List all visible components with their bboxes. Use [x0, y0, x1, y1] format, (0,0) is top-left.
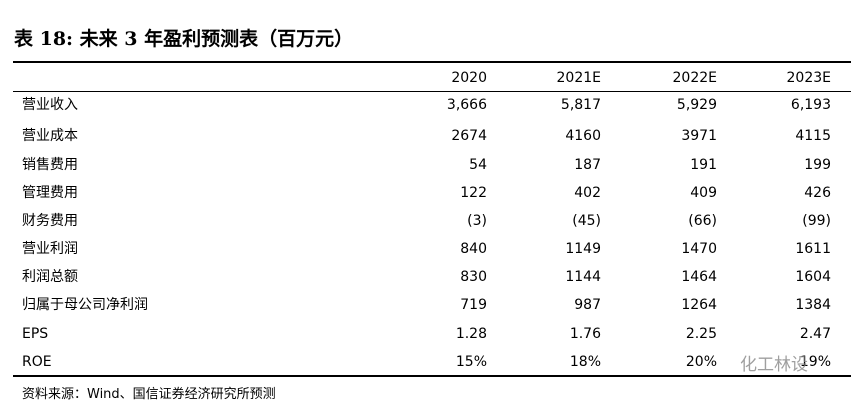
cell-value: 840 — [460, 241, 487, 257]
cell-value: 1384 — [795, 297, 831, 313]
cell-value: (99) — [802, 213, 831, 229]
cell-value: (3) — [467, 213, 487, 229]
cell-value: 2.25 — [685, 326, 717, 342]
cell-value: 191 — [690, 157, 717, 173]
cell-value: 426 — [804, 185, 831, 201]
row-label: 管理费用 — [22, 185, 78, 201]
cell-value: 122 — [460, 185, 487, 201]
cell-value: 5,817 — [560, 97, 601, 113]
cell-value: 830 — [460, 269, 487, 285]
cell-value: (45) — [572, 213, 601, 229]
cell-value: 402 — [574, 185, 601, 201]
column-header: 2022E — [672, 70, 717, 86]
column-header: 2021E — [556, 70, 601, 86]
row-label: ROE — [22, 354, 52, 370]
cell-value: 18% — [569, 354, 601, 370]
cell-value: 2.47 — [799, 326, 831, 342]
cell-value: 199 — [804, 157, 831, 173]
cell-value: 187 — [574, 157, 601, 173]
cell-value: 15% — [455, 354, 487, 370]
row-label: 营业成本 — [22, 128, 78, 144]
cell-value: 1.76 — [569, 326, 601, 342]
row-label: 销售费用 — [22, 157, 78, 173]
top-rule — [13, 61, 851, 63]
cell-value: 1149 — [565, 241, 601, 257]
cell-value: 3971 — [681, 128, 717, 144]
source-note: 资料来源：Wind、国信证券经济研究所预测 — [22, 387, 276, 402]
cell-value: 1264 — [681, 297, 717, 313]
cell-value: 19% — [799, 354, 831, 370]
row-label: 营业收入 — [22, 97, 78, 113]
cell-value: 20% — [685, 354, 717, 370]
cell-value: 1604 — [795, 269, 831, 285]
row-label: EPS — [22, 326, 49, 342]
cell-value: 1464 — [681, 269, 717, 285]
row-label: 营业利润 — [22, 241, 78, 257]
watermark: 化工林设 — [740, 355, 808, 375]
cell-value: 54 — [469, 157, 487, 173]
cell-value: 409 — [690, 185, 717, 201]
row-label: 财务费用 — [22, 213, 78, 229]
cell-value: 1611 — [795, 241, 831, 257]
cell-value: 987 — [574, 297, 601, 313]
cell-value: 4115 — [795, 128, 831, 144]
column-header: 2023E — [786, 70, 831, 86]
cell-value: (66) — [688, 213, 717, 229]
table-title: 表 18: 未来 3 年盈利预测表（百万元） — [14, 28, 354, 50]
cell-value: 2674 — [451, 128, 487, 144]
cell-value: 1470 — [681, 241, 717, 257]
header-rule — [13, 91, 851, 92]
cell-value: 1144 — [565, 269, 601, 285]
cell-value: 1.28 — [455, 326, 487, 342]
column-header: 2020 — [451, 70, 487, 86]
row-label: 利润总额 — [22, 269, 78, 285]
cell-value: 4160 — [565, 128, 601, 144]
cell-value: 3,666 — [446, 97, 487, 113]
bottom-rule — [13, 375, 851, 377]
cell-value: 6,193 — [790, 97, 831, 113]
row-label: 归属于母公司净利润 — [22, 297, 148, 313]
cell-value: 5,929 — [676, 97, 717, 113]
cell-value: 719 — [460, 297, 487, 313]
